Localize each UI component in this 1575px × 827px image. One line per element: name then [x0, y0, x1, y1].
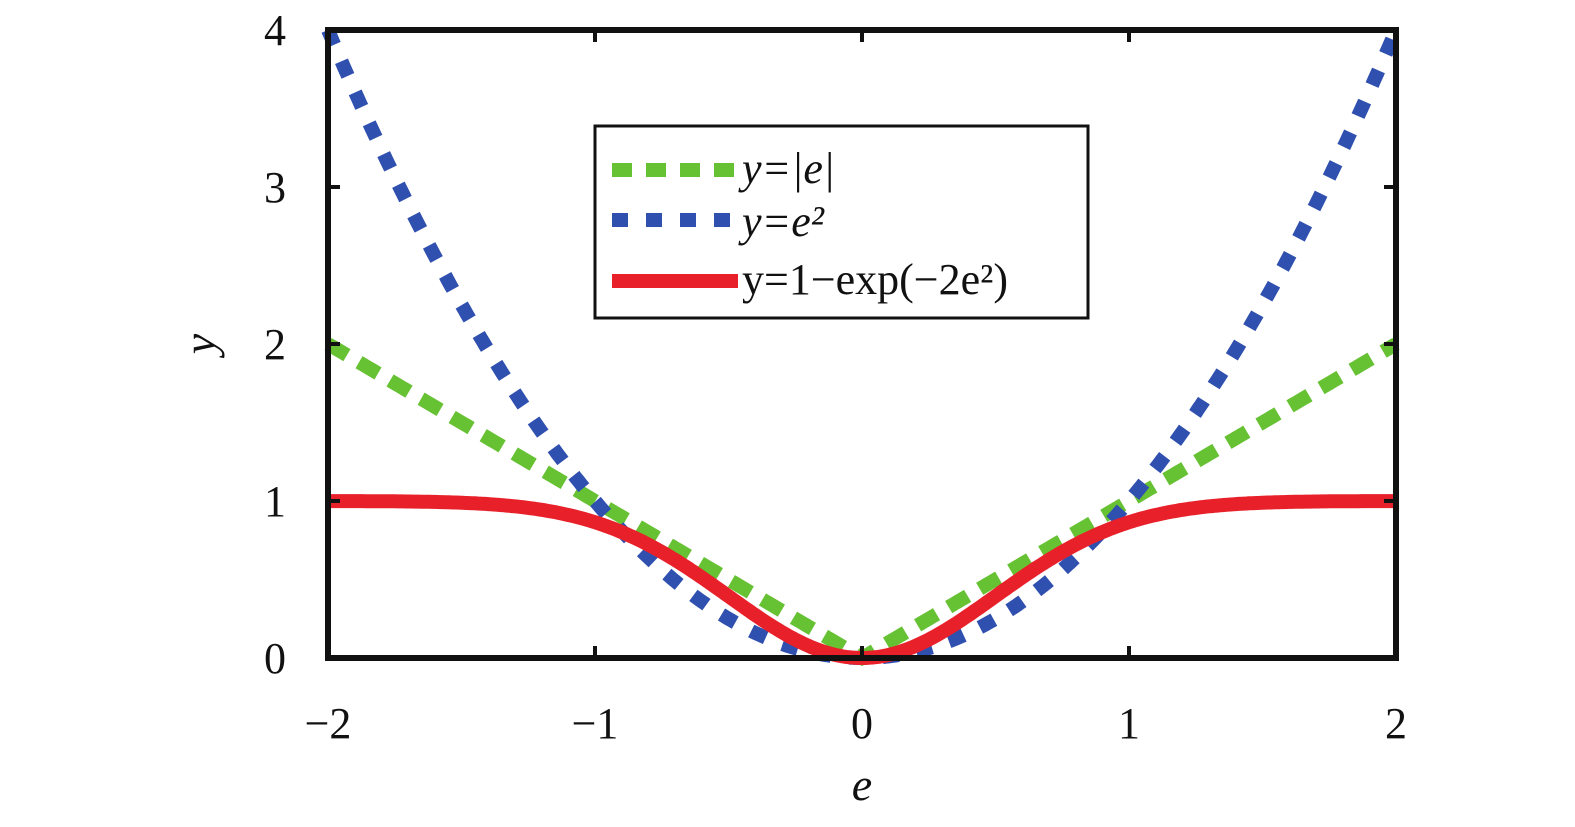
y-tick-label: 2: [264, 320, 286, 369]
y-tick-label: 4: [264, 6, 286, 55]
y-tick-label: 1: [264, 477, 286, 526]
legend: y=|e| y=e² y=1−exp(−2e²): [593, 124, 1090, 320]
legend-label-exp: y=1−exp(−2e²): [742, 255, 1008, 304]
series-layer: [321, 27, 1403, 667]
x-tick-label: 0: [851, 699, 873, 748]
series-line-one_minus_exp: [328, 494, 1396, 665]
x-tick-label: −2: [305, 699, 352, 748]
x-tick-label: 1: [1118, 699, 1140, 748]
legend-label-abs: y=|e|: [738, 144, 835, 193]
legend-label-square: y=e²: [738, 197, 825, 246]
y-axis-label: y: [174, 333, 225, 358]
x-axis-label: e: [852, 759, 872, 810]
x-tick-label: −1: [572, 699, 619, 748]
y-tick-label: 3: [264, 163, 286, 212]
tick-layer: −2 −1 0 1 2 0 1 2 3 4: [264, 6, 1407, 748]
x-tick-label: 2: [1385, 699, 1407, 748]
y-tick-label: 0: [264, 634, 286, 683]
series-line-square: [321, 27, 1403, 665]
